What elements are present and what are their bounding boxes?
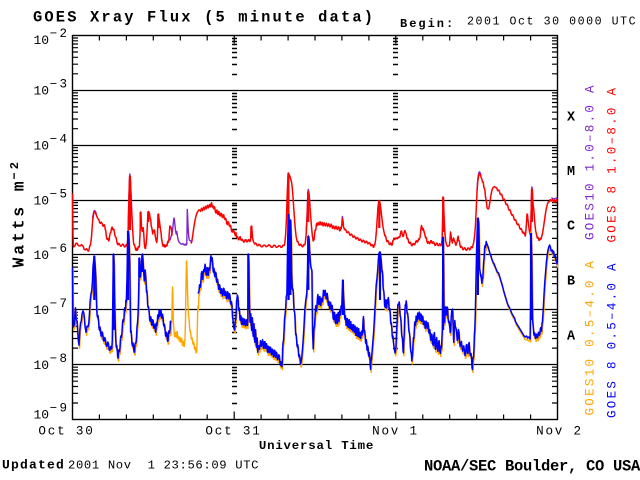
- svg-text:GOES10 1.0–8.0 A: GOES10 1.0–8.0 A: [584, 83, 598, 240]
- svg-text:−2: −2: [50, 27, 69, 41]
- svg-text:−9: −9: [50, 401, 69, 415]
- svg-text:−6: −6: [50, 242, 69, 256]
- svg-text:B: B: [567, 274, 575, 289]
- svg-text:X: X: [567, 111, 576, 126]
- svg-text:−8: −8: [50, 352, 69, 366]
- svg-text:−2: −2: [8, 159, 22, 179]
- svg-text:10: 10: [34, 248, 50, 263]
- svg-text:−7: −7: [50, 297, 69, 311]
- svg-text:Begin:: Begin:: [400, 17, 455, 31]
- svg-text:2001 Nov 1 23:56:09 UTC: 2001 Nov 1 23:56:09 UTC: [68, 458, 259, 472]
- svg-text:Nov 2: Nov 2: [536, 424, 583, 438]
- svg-text:10: 10: [34, 84, 50, 99]
- svg-text:10: 10: [34, 138, 50, 153]
- svg-text:Universal Time: Universal Time: [259, 439, 374, 453]
- svg-text:Nov 1: Nov 1: [372, 424, 419, 438]
- svg-text:Watts m: Watts m: [10, 179, 29, 268]
- svg-text:GOES 8 0.5–4.0 A: GOES 8 0.5–4.0 A: [606, 261, 620, 418]
- svg-text:Oct 31: Oct 31: [205, 424, 261, 438]
- svg-text:Updated: Updated: [2, 457, 65, 472]
- svg-text:Oct 30: Oct 30: [38, 424, 94, 438]
- svg-text:10: 10: [34, 303, 50, 318]
- svg-text:NOAA/SEC Boulder, CO USA: NOAA/SEC Boulder, CO USA: [424, 458, 640, 476]
- svg-text:GOES Xray Flux (5 minute data): GOES Xray Flux (5 minute data): [33, 8, 375, 26]
- svg-text:−4: −4: [50, 132, 69, 146]
- svg-text:A: A: [567, 329, 576, 344]
- svg-text:M: M: [567, 165, 575, 180]
- svg-text:C: C: [567, 220, 575, 235]
- svg-text:10: 10: [34, 193, 50, 208]
- svg-text:−3: −3: [50, 78, 69, 92]
- svg-text:GOES10 0.5–4.0 A: GOES10 0.5–4.0 A: [584, 259, 598, 416]
- svg-text:−5: −5: [50, 187, 69, 201]
- svg-text:10: 10: [34, 358, 50, 373]
- svg-text:10: 10: [34, 33, 50, 48]
- svg-text:10: 10: [34, 407, 50, 422]
- svg-text:2001 Oct 30 0000 UTC: 2001 Oct 30 0000 UTC: [467, 15, 637, 28]
- svg-text:GOES 8 1.0–8.0 A: GOES 8 1.0–8.0 A: [606, 86, 620, 243]
